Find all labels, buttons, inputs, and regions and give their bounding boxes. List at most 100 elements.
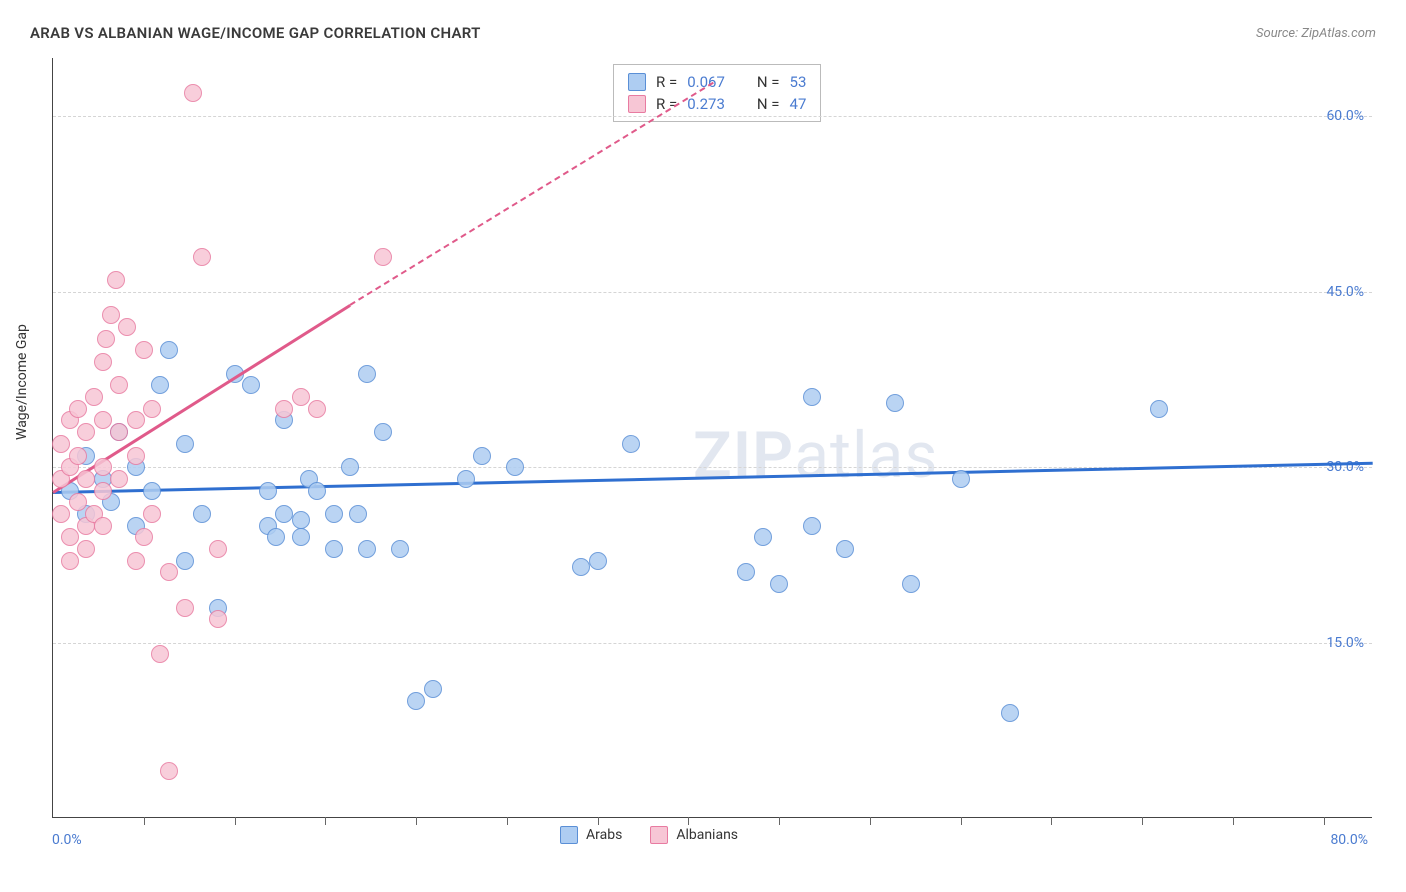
data-point <box>61 552 79 570</box>
data-point <box>737 563 755 581</box>
data-point <box>407 692 425 710</box>
x-tick <box>235 817 236 825</box>
data-point <box>97 330 115 348</box>
data-point <box>457 470 475 488</box>
trend-line <box>53 461 1373 493</box>
data-point <box>1001 704 1019 722</box>
stat-r-value: 0.273 <box>687 95 725 113</box>
x-tick <box>598 817 599 825</box>
x-tick <box>1324 817 1325 825</box>
data-point <box>184 84 202 102</box>
data-point <box>589 552 607 570</box>
stat-n-label: N = <box>757 95 780 113</box>
data-point <box>160 563 178 581</box>
stat-r-label: R = <box>656 73 677 91</box>
source-label: Source: ZipAtlas.com <box>1256 26 1376 41</box>
data-point <box>160 341 178 359</box>
data-point <box>77 540 95 558</box>
x-tick <box>1051 817 1052 825</box>
legend-swatch <box>628 73 646 91</box>
x-tick <box>1233 817 1234 825</box>
data-point <box>803 388 821 406</box>
legend-label: Arabs <box>586 827 622 843</box>
y-tick-label: 60.0% <box>1326 108 1364 124</box>
gridline <box>53 643 1372 644</box>
data-point <box>69 400 87 418</box>
data-point <box>952 470 970 488</box>
data-point <box>176 435 194 453</box>
data-point <box>127 552 145 570</box>
chart-title: ARAB VS ALBANIAN WAGE/INCOME GAP CORRELA… <box>30 24 481 42</box>
data-point <box>325 505 343 523</box>
data-point <box>374 423 392 441</box>
data-point <box>151 376 169 394</box>
data-point <box>292 528 310 546</box>
data-point <box>77 423 95 441</box>
legend: Arabs Albanians <box>560 826 738 844</box>
data-point <box>259 482 277 500</box>
data-point <box>77 470 95 488</box>
stat-n-value: 53 <box>790 73 807 91</box>
gridline <box>53 116 1372 117</box>
data-point <box>69 493 87 511</box>
legend-swatch <box>650 826 668 844</box>
data-point <box>143 505 161 523</box>
data-point <box>127 447 145 465</box>
data-point <box>61 528 79 546</box>
legend-label: Albanians <box>676 827 738 843</box>
y-axis-label: Wage/Income Gap <box>14 324 30 440</box>
data-point <box>424 680 442 698</box>
data-point <box>143 400 161 418</box>
stats-box: R = 0.067 N = 53R = 0.273 N = 47 <box>613 64 821 122</box>
data-point <box>754 528 772 546</box>
x-axis-min-label: 0.0% <box>52 832 82 848</box>
stat-n-label: N = <box>757 73 780 91</box>
data-point <box>1150 400 1168 418</box>
x-tick <box>1142 817 1143 825</box>
stat-r-value: 0.067 <box>687 73 725 91</box>
x-tick <box>961 817 962 825</box>
data-point <box>572 558 590 576</box>
data-point <box>118 318 136 336</box>
data-point <box>292 388 310 406</box>
data-point <box>135 528 153 546</box>
data-point <box>127 411 145 429</box>
legend-swatch <box>560 826 578 844</box>
data-point <box>69 447 87 465</box>
x-tick <box>325 817 326 825</box>
data-point <box>242 376 260 394</box>
data-point <box>836 540 854 558</box>
data-point <box>94 458 112 476</box>
stats-row: R =0.273N =47 <box>628 93 806 115</box>
data-point <box>341 458 359 476</box>
data-point <box>52 435 70 453</box>
data-point <box>110 470 128 488</box>
y-tick-label: 45.0% <box>1326 284 1364 300</box>
data-point <box>325 540 343 558</box>
data-point <box>193 248 211 266</box>
x-tick <box>779 817 780 825</box>
data-point <box>391 540 409 558</box>
data-point <box>160 762 178 780</box>
data-point <box>349 505 367 523</box>
data-point <box>803 517 821 535</box>
data-point <box>176 552 194 570</box>
trend-line-dashed <box>349 82 713 306</box>
data-point <box>267 528 285 546</box>
data-point <box>110 376 128 394</box>
stat-n-value: 47 <box>790 95 807 113</box>
gridline <box>53 292 1372 293</box>
data-point <box>622 435 640 453</box>
data-point <box>193 505 211 523</box>
data-point <box>902 575 920 593</box>
data-point <box>176 599 194 617</box>
plot-area: ZIPatlas R =0.067N =53R =0.273N =47 15.0… <box>52 58 1372 818</box>
data-point <box>275 505 293 523</box>
data-point <box>308 482 326 500</box>
data-point <box>308 400 326 418</box>
legend-item: Arabs <box>560 826 622 844</box>
stats-row: R = 0.067 N = 53 <box>628 71 806 93</box>
x-axis-max-label: 80.0% <box>1330 832 1368 848</box>
chart-header: ARAB VS ALBANIAN WAGE/INCOME GAP CORRELA… <box>30 24 1376 42</box>
data-point <box>292 511 310 529</box>
